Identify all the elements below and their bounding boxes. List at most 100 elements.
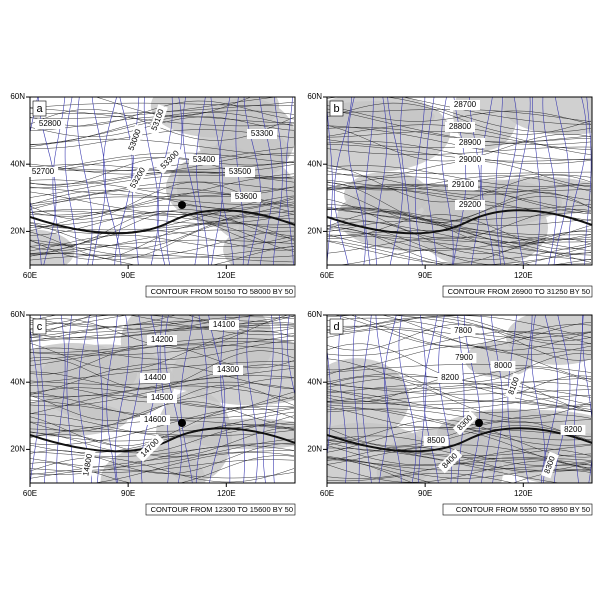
contour-line [531,315,546,483]
x-tick-label: 90E [121,489,135,498]
label-box [148,104,168,136]
streamline [30,413,295,438]
streamline [30,335,295,356]
streamline [327,225,592,260]
shaded-region [344,171,430,218]
streamline [30,459,295,473]
streamline [327,207,592,226]
contour-line [210,97,223,265]
y-tick-label: 60N [307,310,322,319]
contour-label: 29100 [448,180,478,190]
label-box [140,415,170,425]
streamline [30,173,295,216]
contour-line [495,97,503,265]
contour-label-text: 29100 [452,180,475,189]
x-tick-label: 120E [217,271,236,280]
streamline [30,204,295,232]
streamline [30,210,295,224]
contour-label: 7800 [450,326,476,336]
contour-line [463,315,480,483]
contour-line [262,315,274,483]
streamline [30,350,295,390]
contour-label: 8200 [437,373,463,383]
contour-line [235,97,245,265]
contour-line [364,97,374,265]
streamline [327,208,592,254]
streamline [30,181,295,205]
contour-line [338,315,347,483]
contour-line [500,97,518,265]
contour-line [143,97,160,265]
shaded-region [437,411,557,455]
contour-line [414,97,426,265]
streamline [327,214,592,250]
panel-label: a [36,103,43,115]
streamline [327,383,592,398]
streamline [30,210,295,250]
contour-label: 14300 [213,365,243,375]
y-tick-label: 40N [307,159,322,168]
contour-line [387,97,403,265]
panel-label-box [329,100,344,117]
label-box [213,365,243,375]
contour-label: 28900 [455,138,485,148]
streamline [30,385,295,415]
contour-label-text: 7800 [454,326,472,335]
streamline [30,445,295,475]
contour-line [440,97,454,265]
jet-axis [327,209,592,235]
streamline [327,234,592,261]
streamline [337,248,532,265]
x-tick-label: 120E [514,271,533,280]
contour-line [195,315,208,483]
panel-frame [326,314,593,484]
contour-label-text: 8000 [494,361,512,370]
contour-label-text: 29000 [459,155,482,164]
streamline [30,191,295,215]
label-box [209,320,239,330]
label-box [437,448,463,474]
y-tick-label: 20N [10,227,25,236]
contour-label-text: 53300 [251,129,274,138]
contour-line [540,315,559,483]
label-box [247,129,277,139]
streamline [30,230,295,257]
y-tick-label: 60N [10,310,25,319]
contour-line [297,97,310,265]
contour-label: 8000 [490,361,516,371]
shaded-region [453,97,518,151]
contour-line [182,97,199,265]
streamline [30,452,295,483]
panel-label: c [37,321,43,333]
streamline [327,391,592,413]
label-box [445,122,475,132]
contour-line [582,315,592,483]
contour-note: CONTOUR FROM 50150 TO 58000 BY 50 [151,287,293,296]
streamline [327,141,592,165]
streamline [30,363,295,395]
contour-line [573,315,583,483]
streamline [327,187,592,224]
label-box [135,433,165,463]
streamline [327,457,433,483]
panel-label: d [333,321,339,333]
streamline [327,229,592,251]
contour-label-text: 8200 [441,373,459,382]
label-box [448,180,478,190]
streamline [327,408,592,423]
streamline [30,174,295,198]
contour-line [327,102,333,265]
y-tick-label: 40N [10,159,25,168]
shaded-region [30,229,75,265]
contour-line [114,315,130,483]
label-box [189,155,219,165]
contour-label-text: 53400 [193,155,216,164]
contour-line [352,315,360,483]
streamline [327,240,592,265]
x-tick-label: 60E [320,489,334,498]
label-box [437,373,463,383]
contour-label-text: 14100 [213,320,236,329]
shaded-region [327,101,435,133]
streamline [327,365,592,402]
location-dot [178,201,186,209]
